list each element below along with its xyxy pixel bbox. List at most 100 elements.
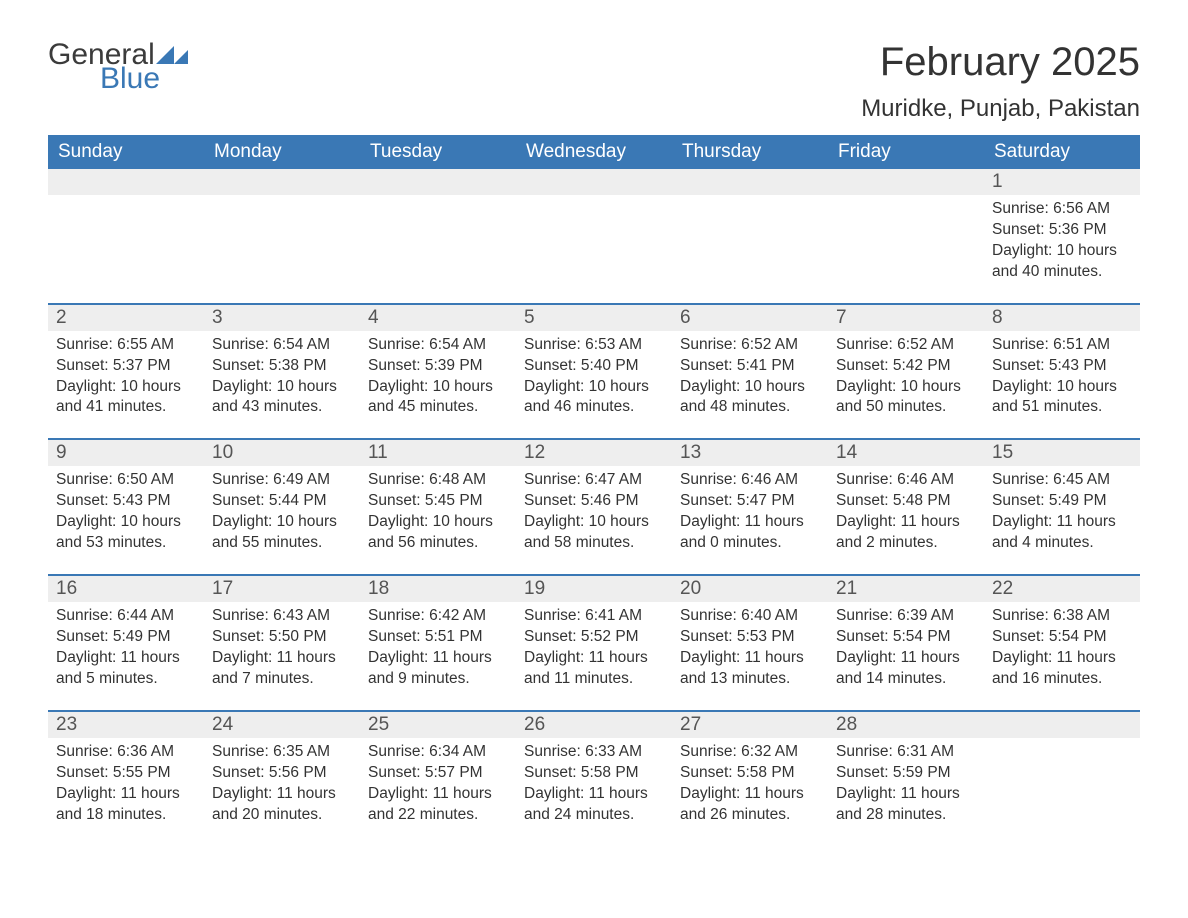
calendar-day-cell: 8Sunrise: 6:51 AMSunset: 5:43 PMDaylight… bbox=[984, 304, 1140, 440]
daylight-text: Daylight: 10 hours and 45 minutes. bbox=[368, 377, 508, 419]
calendar-week-row: 23Sunrise: 6:36 AMSunset: 5:55 PMDayligh… bbox=[48, 711, 1140, 846]
sunset-text: Sunset: 5:46 PM bbox=[524, 491, 664, 512]
sunset-text: Sunset: 5:50 PM bbox=[212, 627, 352, 648]
calendar-day-cell: 21Sunrise: 6:39 AMSunset: 5:54 PMDayligh… bbox=[828, 575, 984, 711]
sunrise-text: Sunrise: 6:56 AM bbox=[992, 199, 1132, 220]
day-number bbox=[360, 169, 516, 195]
calendar-day-cell bbox=[516, 169, 672, 304]
brand-triangle-icon bbox=[174, 50, 188, 64]
sunrise-text: Sunrise: 6:45 AM bbox=[992, 470, 1132, 491]
day-number: 2 bbox=[48, 305, 204, 331]
daylight-text: Daylight: 11 hours and 2 minutes. bbox=[836, 512, 976, 554]
day-details: Sunrise: 6:42 AMSunset: 5:51 PMDaylight:… bbox=[360, 602, 516, 710]
sunset-text: Sunset: 5:56 PM bbox=[212, 763, 352, 784]
day-details: Sunrise: 6:44 AMSunset: 5:49 PMDaylight:… bbox=[48, 602, 204, 710]
day-details: Sunrise: 6:34 AMSunset: 5:57 PMDaylight:… bbox=[360, 738, 516, 846]
sunset-text: Sunset: 5:41 PM bbox=[680, 356, 820, 377]
sunset-text: Sunset: 5:38 PM bbox=[212, 356, 352, 377]
day-number bbox=[48, 169, 204, 195]
calendar-week-row: 9Sunrise: 6:50 AMSunset: 5:43 PMDaylight… bbox=[48, 439, 1140, 575]
sunrise-text: Sunrise: 6:52 AM bbox=[680, 335, 820, 356]
sunset-text: Sunset: 5:54 PM bbox=[836, 627, 976, 648]
calendar-day-cell: 25Sunrise: 6:34 AMSunset: 5:57 PMDayligh… bbox=[360, 711, 516, 846]
daylight-text: Daylight: 10 hours and 40 minutes. bbox=[992, 241, 1132, 283]
sunset-text: Sunset: 5:53 PM bbox=[680, 627, 820, 648]
sunrise-text: Sunrise: 6:42 AM bbox=[368, 606, 508, 627]
daylight-text: Daylight: 10 hours and 51 minutes. bbox=[992, 377, 1132, 419]
day-number: 5 bbox=[516, 305, 672, 331]
daylight-text: Daylight: 11 hours and 5 minutes. bbox=[56, 648, 196, 690]
daylight-text: Daylight: 11 hours and 24 minutes. bbox=[524, 784, 664, 826]
day-details: Sunrise: 6:31 AMSunset: 5:59 PMDaylight:… bbox=[828, 738, 984, 846]
day-of-week-header: Wednesday bbox=[516, 135, 672, 169]
calendar-week-row: 2Sunrise: 6:55 AMSunset: 5:37 PMDaylight… bbox=[48, 304, 1140, 440]
daylight-text: Daylight: 11 hours and 28 minutes. bbox=[836, 784, 976, 826]
sunrise-text: Sunrise: 6:41 AM bbox=[524, 606, 664, 627]
calendar-day-cell: 17Sunrise: 6:43 AMSunset: 5:50 PMDayligh… bbox=[204, 575, 360, 711]
day-details bbox=[48, 195, 204, 300]
sunrise-text: Sunrise: 6:55 AM bbox=[56, 335, 196, 356]
calendar-day-cell bbox=[828, 169, 984, 304]
brand-triangle-icon bbox=[156, 46, 174, 64]
day-number: 11 bbox=[360, 440, 516, 466]
sunset-text: Sunset: 5:44 PM bbox=[212, 491, 352, 512]
calendar-day-cell: 14Sunrise: 6:46 AMSunset: 5:48 PMDayligh… bbox=[828, 439, 984, 575]
calendar-day-cell: 7Sunrise: 6:52 AMSunset: 5:42 PMDaylight… bbox=[828, 304, 984, 440]
sunrise-text: Sunrise: 6:54 AM bbox=[368, 335, 508, 356]
sunrise-text: Sunrise: 6:50 AM bbox=[56, 470, 196, 491]
day-number: 23 bbox=[48, 712, 204, 738]
day-number: 10 bbox=[204, 440, 360, 466]
sunset-text: Sunset: 5:42 PM bbox=[836, 356, 976, 377]
brand-logo: General Blue bbox=[48, 40, 188, 94]
sunset-text: Sunset: 5:51 PM bbox=[368, 627, 508, 648]
calendar-day-cell bbox=[984, 711, 1140, 846]
sunrise-text: Sunrise: 6:47 AM bbox=[524, 470, 664, 491]
day-number: 6 bbox=[672, 305, 828, 331]
sunrise-text: Sunrise: 6:34 AM bbox=[368, 742, 508, 763]
sunset-text: Sunset: 5:49 PM bbox=[56, 627, 196, 648]
day-number: 27 bbox=[672, 712, 828, 738]
sunrise-text: Sunrise: 6:33 AM bbox=[524, 742, 664, 763]
sunset-text: Sunset: 5:36 PM bbox=[992, 220, 1132, 241]
daylight-text: Daylight: 11 hours and 11 minutes. bbox=[524, 648, 664, 690]
calendar-day-cell: 4Sunrise: 6:54 AMSunset: 5:39 PMDaylight… bbox=[360, 304, 516, 440]
sunset-text: Sunset: 5:58 PM bbox=[680, 763, 820, 784]
sunset-text: Sunset: 5:58 PM bbox=[524, 763, 664, 784]
sunset-text: Sunset: 5:39 PM bbox=[368, 356, 508, 377]
daylight-text: Daylight: 11 hours and 13 minutes. bbox=[680, 648, 820, 690]
calendar-day-cell bbox=[672, 169, 828, 304]
daylight-text: Daylight: 10 hours and 48 minutes. bbox=[680, 377, 820, 419]
day-details: Sunrise: 6:36 AMSunset: 5:55 PMDaylight:… bbox=[48, 738, 204, 846]
calendar-day-cell: 28Sunrise: 6:31 AMSunset: 5:59 PMDayligh… bbox=[828, 711, 984, 846]
day-details: Sunrise: 6:46 AMSunset: 5:48 PMDaylight:… bbox=[828, 466, 984, 574]
sunset-text: Sunset: 5:54 PM bbox=[992, 627, 1132, 648]
sunset-text: Sunset: 5:47 PM bbox=[680, 491, 820, 512]
daylight-text: Daylight: 11 hours and 26 minutes. bbox=[680, 784, 820, 826]
calendar-day-cell bbox=[48, 169, 204, 304]
day-number: 25 bbox=[360, 712, 516, 738]
day-details: Sunrise: 6:54 AMSunset: 5:39 PMDaylight:… bbox=[360, 331, 516, 439]
day-of-week-header: Saturday bbox=[984, 135, 1140, 169]
calendar-table: SundayMondayTuesdayWednesdayThursdayFrid… bbox=[48, 135, 1140, 845]
day-details: Sunrise: 6:51 AMSunset: 5:43 PMDaylight:… bbox=[984, 331, 1140, 439]
month-title: February 2025 bbox=[861, 40, 1140, 85]
day-number: 9 bbox=[48, 440, 204, 466]
calendar-day-cell: 18Sunrise: 6:42 AMSunset: 5:51 PMDayligh… bbox=[360, 575, 516, 711]
calendar-day-cell bbox=[204, 169, 360, 304]
day-number: 12 bbox=[516, 440, 672, 466]
day-number: 17 bbox=[204, 576, 360, 602]
daylight-text: Daylight: 11 hours and 9 minutes. bbox=[368, 648, 508, 690]
daylight-text: Daylight: 10 hours and 41 minutes. bbox=[56, 377, 196, 419]
sunrise-text: Sunrise: 6:53 AM bbox=[524, 335, 664, 356]
day-details bbox=[204, 195, 360, 300]
day-number bbox=[828, 169, 984, 195]
sunset-text: Sunset: 5:55 PM bbox=[56, 763, 196, 784]
day-details: Sunrise: 6:48 AMSunset: 5:45 PMDaylight:… bbox=[360, 466, 516, 574]
day-details: Sunrise: 6:43 AMSunset: 5:50 PMDaylight:… bbox=[204, 602, 360, 710]
calendar-day-cell: 19Sunrise: 6:41 AMSunset: 5:52 PMDayligh… bbox=[516, 575, 672, 711]
calendar-day-cell: 22Sunrise: 6:38 AMSunset: 5:54 PMDayligh… bbox=[984, 575, 1140, 711]
day-details: Sunrise: 6:49 AMSunset: 5:44 PMDaylight:… bbox=[204, 466, 360, 574]
day-details: Sunrise: 6:50 AMSunset: 5:43 PMDaylight:… bbox=[48, 466, 204, 574]
calendar-day-cell: 2Sunrise: 6:55 AMSunset: 5:37 PMDaylight… bbox=[48, 304, 204, 440]
day-details: Sunrise: 6:33 AMSunset: 5:58 PMDaylight:… bbox=[516, 738, 672, 846]
